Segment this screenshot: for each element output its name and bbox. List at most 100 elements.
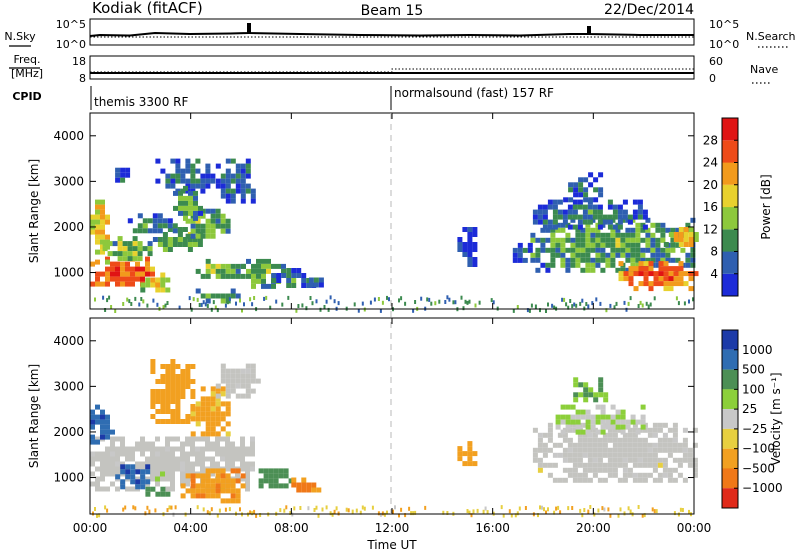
power-data-cell <box>588 197 594 203</box>
power-noise-cell <box>444 300 447 304</box>
power-data-cell <box>160 272 166 278</box>
power-data-cell <box>545 237 551 243</box>
velocity-data-cell <box>170 409 176 414</box>
velocity-data-cell <box>602 442 608 448</box>
velocity-data-cell <box>572 457 578 463</box>
power-colorbar-cell <box>722 273 738 297</box>
power-data-cell <box>653 271 659 277</box>
velocity-data-cell <box>597 457 603 463</box>
velocity-data-cell <box>306 487 312 493</box>
power-data-cell <box>640 252 646 258</box>
power-data-cell <box>472 262 478 267</box>
power-noise-cell <box>369 300 372 305</box>
velocity-data-cell <box>195 436 200 442</box>
velocity-data-cell <box>230 461 235 467</box>
power-data-cell <box>115 261 120 267</box>
velocity-data-cell <box>185 473 191 479</box>
power-data-cell <box>587 209 593 215</box>
power-noise-cell <box>114 309 117 313</box>
velocity-data-cell <box>667 467 673 473</box>
power-data-cell <box>648 281 654 287</box>
power-data-cell <box>617 204 623 210</box>
velocity-data-cell <box>560 414 566 420</box>
power-data-cell <box>95 209 100 215</box>
velocity-data-cell <box>125 486 130 492</box>
velocity-noise-cell <box>589 505 592 509</box>
velocity-data-cell <box>155 461 160 467</box>
velocity-data-cell <box>592 437 598 443</box>
power-data-cell <box>230 198 236 204</box>
velocity-data-cell <box>642 462 648 468</box>
power-data-cell <box>645 237 651 243</box>
y-tick-label: 1000 <box>53 471 84 485</box>
velocity-data-cell <box>562 477 568 483</box>
power-data-cell <box>683 227 689 232</box>
power-data-cell <box>673 237 679 242</box>
power-noise-cell <box>281 302 284 307</box>
velocity-data-cell <box>578 392 584 398</box>
velocity-data-cell <box>190 431 196 437</box>
power-data-cell <box>620 247 626 253</box>
power-data-cell <box>665 257 671 263</box>
velocity-data-cell <box>597 447 603 453</box>
power-data-cell <box>183 205 188 211</box>
velocity-data-cell <box>120 469 126 475</box>
power-data-cell <box>140 276 145 282</box>
velocity-data-cell <box>672 427 678 433</box>
velocity-colorbar-cell <box>722 369 738 390</box>
velocity-data-cell <box>620 429 626 435</box>
velocity-data-cell <box>185 466 190 472</box>
velocity-data-cell <box>657 422 663 428</box>
power-noise-cell <box>647 304 650 309</box>
velocity-noise-cell <box>547 507 549 512</box>
velocity-noise-cell <box>472 509 475 514</box>
power-data-cell <box>178 190 183 196</box>
power-data-cell <box>187 247 193 252</box>
velocity-data-cell <box>190 394 196 399</box>
velocity-data-cell <box>190 389 196 394</box>
power-data-cell <box>618 276 624 282</box>
velocity-data-cell <box>575 429 581 435</box>
power-data-cell <box>215 223 221 229</box>
power-data-cell <box>225 158 231 164</box>
velocity-data-cell <box>283 483 289 489</box>
velocity-data-cell <box>140 469 146 475</box>
power-data-cell <box>560 222 566 228</box>
velocity-data-cell <box>582 472 588 478</box>
velocity-data-cell <box>115 461 120 467</box>
power-data-cell <box>688 227 694 232</box>
velocity-data-cell <box>165 486 170 492</box>
velocity-noise-cell <box>404 513 407 518</box>
nsky-tick-top: 10^5 <box>56 18 86 31</box>
velocity-data-cell <box>190 379 196 384</box>
power-data-cell <box>190 218 196 224</box>
velocity-noise-cell <box>196 505 199 510</box>
velocity-data-cell <box>165 419 171 424</box>
power-data-cell <box>645 257 651 263</box>
velocity-noise-cell <box>299 506 302 510</box>
power-data-cell <box>102 241 108 247</box>
power-data-cell <box>555 252 561 258</box>
power-data-cell <box>638 281 644 287</box>
velocity-data-cell <box>140 474 146 480</box>
power-data-cell <box>638 271 644 277</box>
velocity-data-cell <box>311 487 317 493</box>
power-data-cell <box>140 266 145 272</box>
power-data-cell <box>600 247 606 253</box>
velocity-noise-cell <box>239 507 241 512</box>
power-data-cell <box>570 257 576 263</box>
power-data-cell <box>120 167 126 173</box>
velocity-data-cell <box>195 473 201 479</box>
power-data-cell <box>593 177 599 183</box>
power-data-cell <box>550 247 556 253</box>
velocity-data-cell <box>610 414 616 420</box>
power-data-cell <box>266 268 271 274</box>
velocity-data-cell <box>145 479 151 485</box>
power-noise-cell <box>587 304 590 309</box>
velocity-data-cell <box>467 446 473 452</box>
velocity-data-cell <box>240 446 245 452</box>
power-data-cell <box>205 173 211 179</box>
velocity-data-cell <box>672 432 678 438</box>
power-data-cell <box>585 257 591 263</box>
velocity-data-cell <box>145 486 151 492</box>
